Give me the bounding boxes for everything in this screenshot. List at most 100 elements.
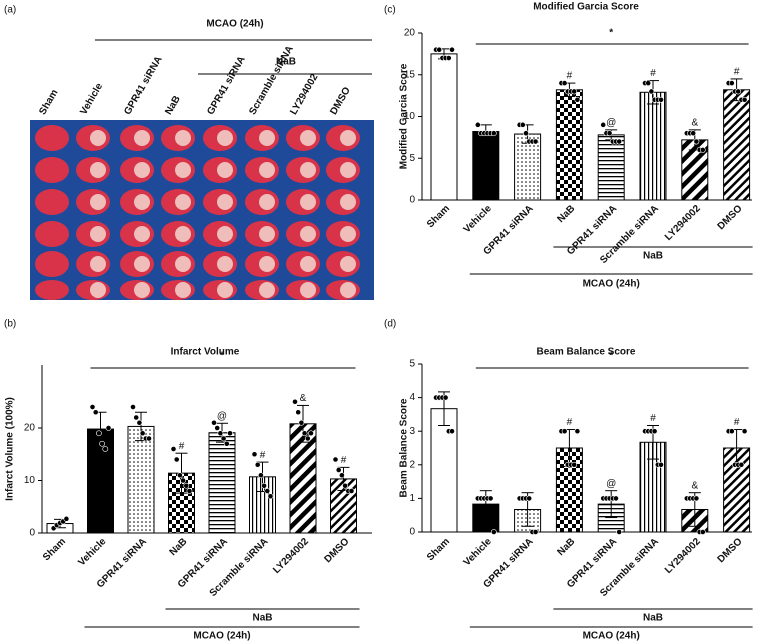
- infarct: [340, 282, 356, 298]
- annotation: #: [179, 441, 185, 452]
- panel-label: (c): [384, 5, 396, 16]
- data-point: [301, 430, 308, 437]
- significance: *: [220, 351, 224, 362]
- infarct: [175, 194, 191, 210]
- data-point: [728, 428, 735, 435]
- bar: [430, 408, 458, 533]
- subgroup-label: NaB: [276, 57, 296, 68]
- significance: *: [609, 28, 613, 39]
- data-point: [574, 428, 581, 435]
- error-bar: [605, 490, 618, 519]
- group-label: MCAO (24h): [583, 631, 640, 642]
- infarct: [300, 226, 316, 242]
- column-label: Vehicle: [78, 81, 105, 117]
- column-label: DMSO: [328, 85, 353, 117]
- data-point: [571, 461, 578, 468]
- data-point: [738, 461, 745, 468]
- data-point: [139, 430, 146, 437]
- panel-label: (d): [384, 319, 396, 330]
- column-label: GPR41 siRNA: [122, 55, 164, 117]
- infarct: [134, 162, 150, 178]
- data-point: [96, 430, 102, 437]
- data-point: [606, 130, 613, 137]
- annotation: #: [260, 450, 266, 461]
- infarct: [217, 226, 233, 242]
- data-point: [133, 414, 140, 421]
- x-tick-label: Vehicle: [462, 203, 494, 235]
- data-point: [146, 435, 152, 442]
- infarct: [175, 282, 191, 298]
- group-label: MCAO (24h): [193, 631, 250, 642]
- data-point: [699, 146, 706, 153]
- y-tick-label: 20: [404, 28, 416, 39]
- data-point: [183, 482, 190, 489]
- annotation: #: [734, 417, 740, 428]
- infarct: [90, 130, 106, 146]
- data-point: [295, 409, 302, 416]
- infarct: [259, 130, 275, 146]
- data-point: [519, 121, 526, 128]
- data-point: [651, 428, 658, 435]
- y-axis-label: Modified Garcia Score: [399, 63, 410, 169]
- x-tick-label: DMSO: [322, 536, 351, 565]
- data-point: [102, 446, 109, 452]
- data-point: [532, 138, 539, 145]
- data-point: [658, 96, 664, 103]
- data-point: [342, 482, 348, 489]
- data-point: [348, 488, 355, 494]
- y-tick-label: 4: [409, 392, 415, 403]
- data-point: [449, 46, 455, 53]
- data-point: [220, 435, 227, 442]
- data-point: [227, 430, 233, 437]
- infarct: [90, 162, 106, 178]
- data-point: [526, 495, 533, 502]
- infarct: [300, 162, 316, 178]
- data-point: [436, 46, 443, 53]
- panel-label: (a): [4, 5, 16, 16]
- x-tick-label: Vehicle: [76, 536, 108, 568]
- column-label: NaB: [163, 94, 183, 117]
- data-point: [571, 88, 578, 95]
- infarct: [175, 162, 191, 178]
- subgroup-label: NaB: [252, 613, 272, 624]
- chart-title: Infarct Volume: [171, 347, 240, 358]
- annotation: &: [691, 480, 698, 491]
- x-tick-label: Sham: [41, 536, 68, 563]
- annotation: @: [217, 411, 227, 422]
- subgroup-label: NaB: [643, 613, 663, 624]
- x-tick-label: Sham: [425, 536, 452, 563]
- data-point: [267, 493, 274, 500]
- infarct: [175, 130, 191, 146]
- bar: [430, 53, 458, 201]
- data-point: [600, 121, 607, 128]
- y-axis-label: Infarct Volume (100%): [5, 397, 16, 501]
- y-tick-label: 0: [409, 195, 415, 206]
- infarct: [340, 194, 356, 210]
- infarct: [134, 256, 150, 272]
- data-point: [490, 130, 497, 137]
- infarct: [340, 256, 356, 272]
- brain-slice: [35, 125, 69, 151]
- data-point: [170, 446, 177, 452]
- y-tick-label: 20: [24, 423, 36, 434]
- data-point: [136, 419, 143, 426]
- brain-slice: [35, 280, 69, 300]
- annotation: @: [606, 118, 616, 129]
- significance: *: [609, 351, 613, 362]
- brain-slice: [35, 189, 69, 215]
- data-point: [735, 88, 742, 95]
- data-point: [474, 121, 481, 128]
- data-point: [332, 456, 339, 463]
- annotation: #: [650, 413, 656, 424]
- brain-slice: [35, 221, 69, 247]
- y-tick-label: 10: [24, 475, 36, 486]
- infarct: [175, 226, 191, 242]
- annotation: &: [300, 393, 307, 404]
- data-point: [99, 440, 105, 447]
- infarct: [259, 282, 275, 298]
- x-tick-label: Sham: [425, 203, 452, 230]
- data-point: [63, 515, 70, 522]
- infarct: [340, 130, 356, 146]
- brain-slice: [35, 157, 69, 183]
